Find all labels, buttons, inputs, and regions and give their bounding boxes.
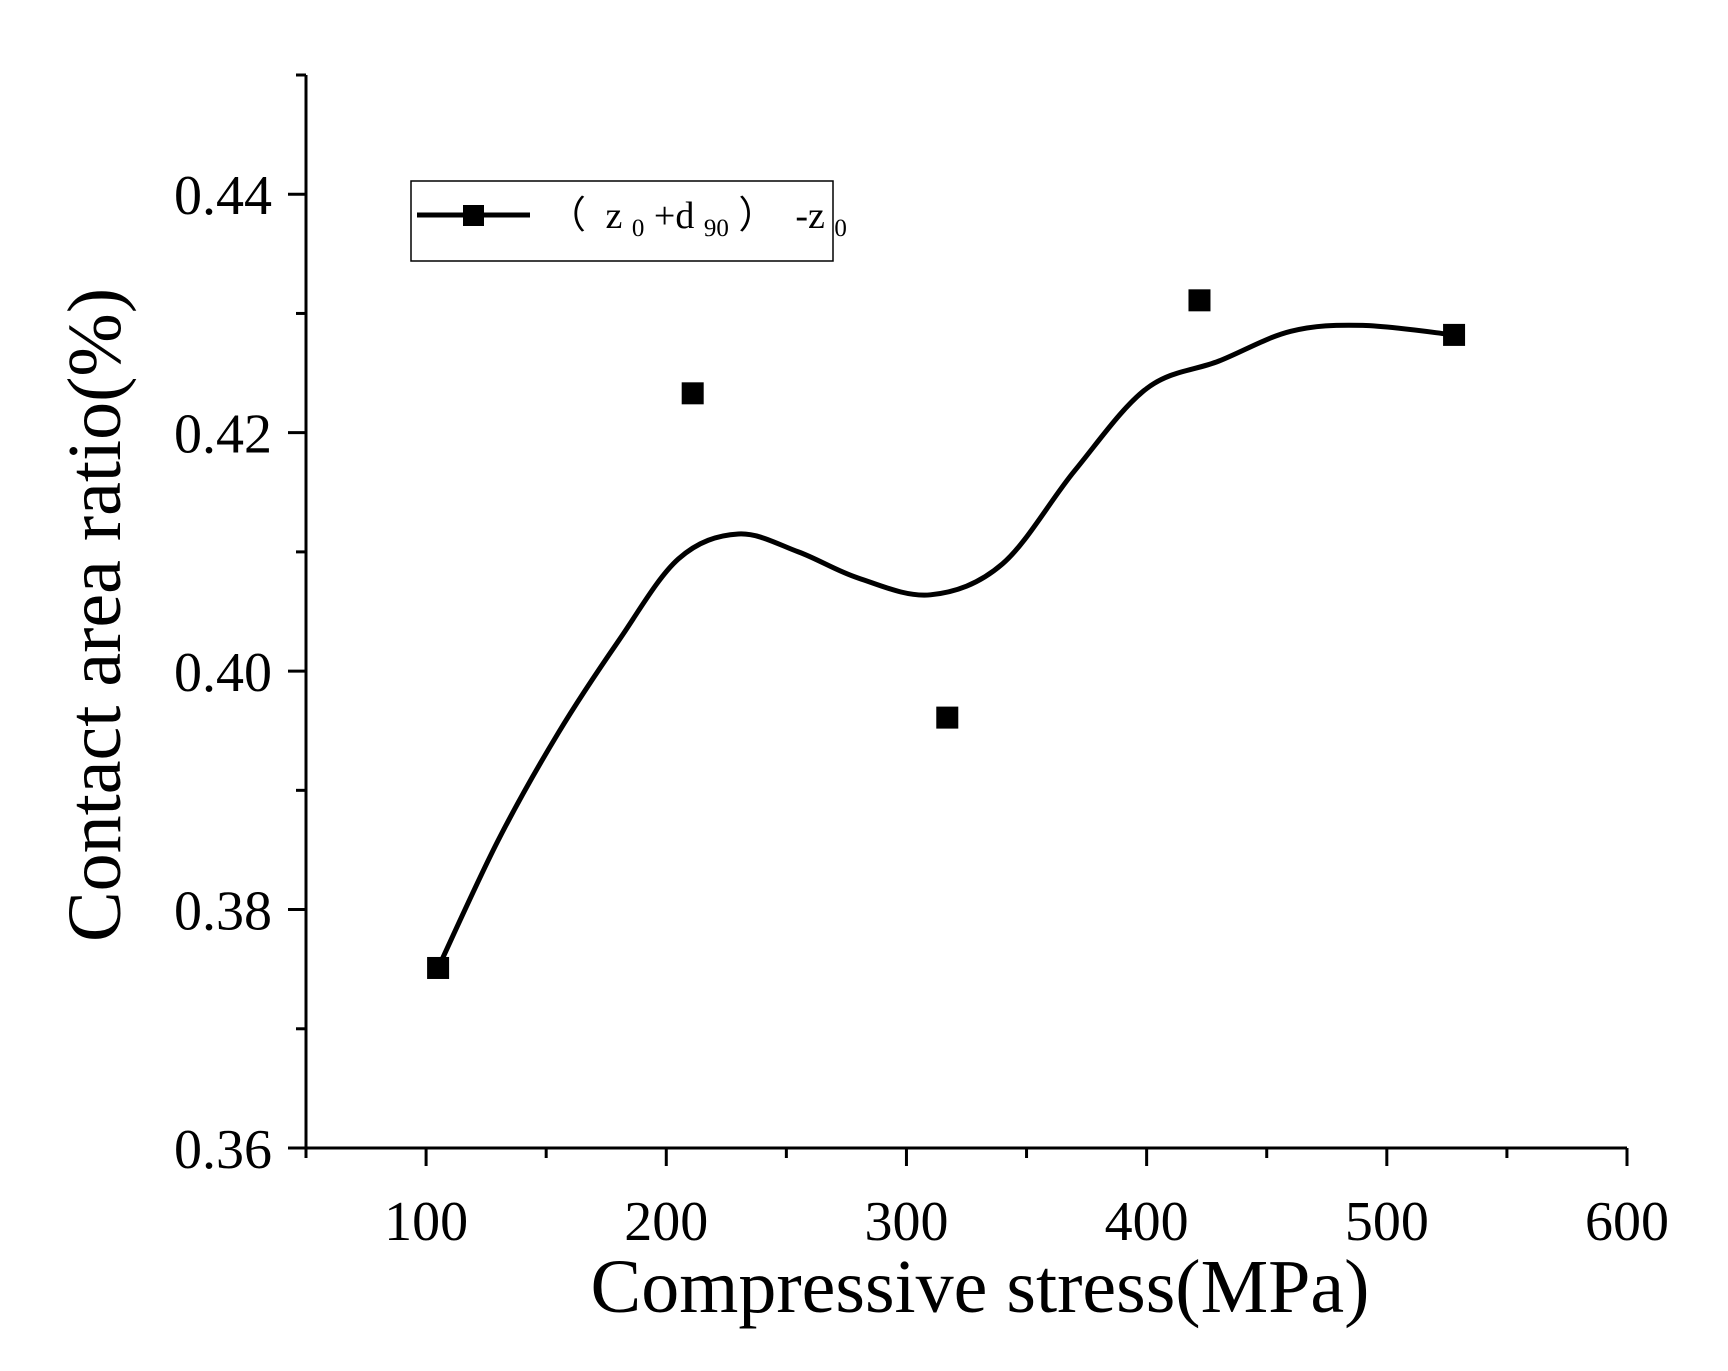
data-point-marker [681,382,704,405]
x-axis-ticks: 100 200 300 400 500 600 [304,1148,1669,1253]
data-point-marker [427,956,450,979]
data-points [427,289,1466,979]
y-tick-label: 0.36 [174,1119,272,1181]
data-point-marker [1188,289,1211,312]
data-point-marker [1443,323,1466,346]
x-tick-label: 300 [864,1191,948,1253]
fit-curve-layer [435,322,1455,970]
legend-minus-z: -z [786,195,825,237]
y-axis-label: Contact area ratio(%) [53,288,137,942]
legend-marker-sample [463,205,484,226]
y-tick-label: 0.42 [174,404,272,466]
x-tick-label: 100 [384,1191,468,1253]
y-tick-label: 0.38 [174,881,272,943]
legend-sub-0: 0 [632,215,645,242]
x-tick-label: 600 [1585,1191,1669,1253]
axes [304,75,1627,1150]
legend-label: （ z 0 +d 90 ） -z 0 [548,195,847,245]
legend: （ z 0 +d 90 ） -z 0 [410,180,847,262]
legend-lparen: （ [548,195,586,237]
legend-sub-90: 90 [704,215,729,242]
legend-sub-0b: 0 [834,215,847,242]
x-tick-label: 200 [624,1191,708,1253]
x-tick-label: 500 [1345,1191,1429,1253]
legend-plus-d: +d [654,195,694,237]
data-point-marker [936,706,959,729]
legend-rparen: ） [738,195,776,237]
y-tick-label: 0.40 [174,642,272,704]
x-axis-label: Compressive stress(MPa) [591,1245,1370,1329]
x-tick-label: 400 [1105,1191,1189,1253]
legend-z: z [606,195,623,237]
y-tick-label: 0.44 [174,165,272,227]
y-axis-ticks: 0.36 0.38 0.40 0.42 0.44 [174,73,306,1181]
fit-curve [435,322,1455,970]
